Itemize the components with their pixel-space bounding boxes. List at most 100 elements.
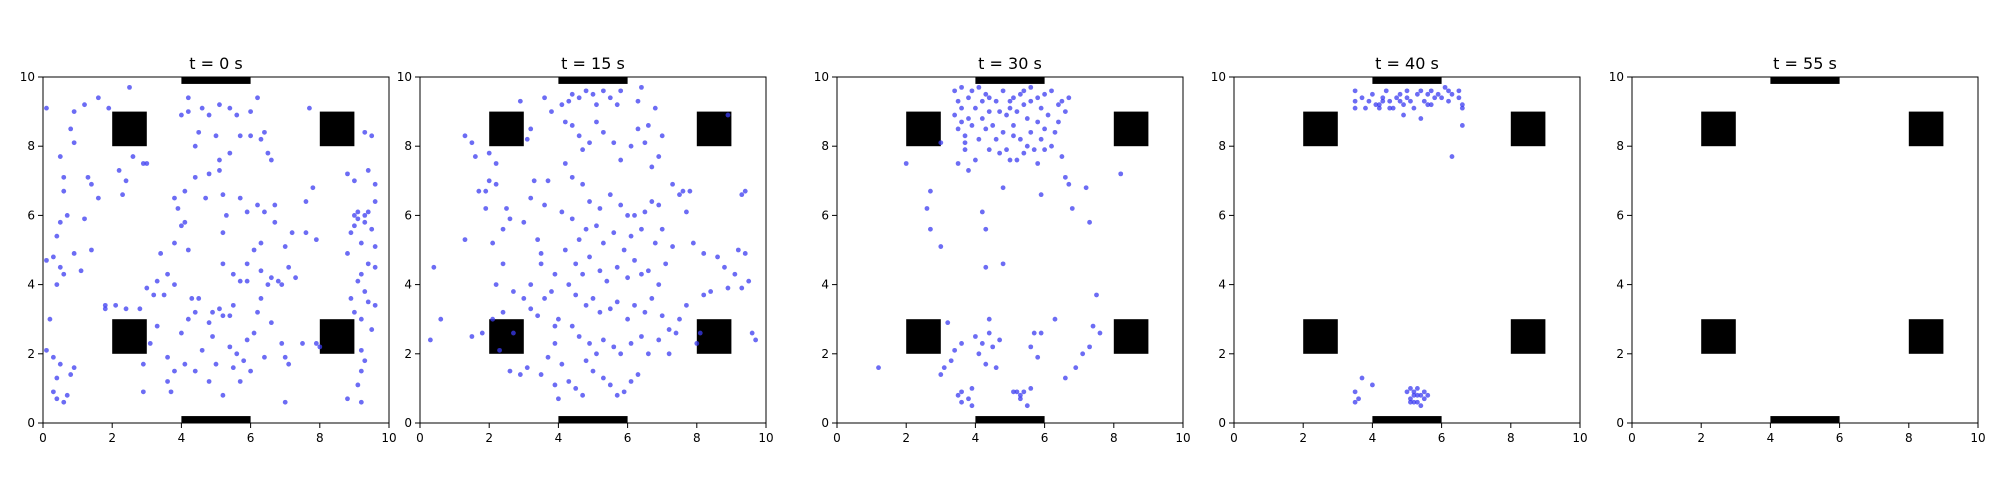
- agent-point: [265, 150, 271, 156]
- agent-point: [1066, 181, 1072, 187]
- axes-frame: [836, 76, 1184, 424]
- agent-point: [472, 154, 478, 159]
- y-tick-label: 6: [404, 208, 412, 222]
- agent-point: [1000, 185, 1006, 191]
- agent-point: [355, 209, 361, 215]
- agent-point: [64, 392, 70, 398]
- y-tick-label: 4: [27, 278, 35, 292]
- agent-point: [1401, 112, 1406, 118]
- exit-0: [1770, 77, 1840, 84]
- agent-point: [708, 289, 714, 294]
- y-tick-label: 2: [1218, 347, 1226, 361]
- agent-point: [632, 257, 637, 263]
- obstacle-3: [1908, 319, 1944, 354]
- agent-point: [504, 206, 509, 211]
- panel-1: 0 2 4 6 8 10 0 2 4 6 8 10 t = 15 s: [397, 54, 774, 445]
- agent-point: [1376, 105, 1382, 111]
- agent-point: [569, 216, 575, 222]
- agent-point: [161, 292, 167, 298]
- agent-point: [670, 244, 675, 249]
- agent-point: [594, 223, 599, 229]
- agent-point: [234, 112, 240, 118]
- agent-point: [1045, 112, 1051, 118]
- agent-point: [976, 84, 982, 90]
- agent-point: [973, 105, 978, 111]
- agent-point: [938, 244, 944, 249]
- agent-point: [625, 316, 630, 322]
- agent-point: [500, 226, 506, 232]
- agent-point: [1004, 112, 1009, 118]
- agent-point: [628, 233, 634, 239]
- agent-point: [1052, 316, 1058, 322]
- agent-point: [345, 251, 350, 256]
- agent-point: [580, 271, 586, 277]
- agent-point: [690, 240, 696, 246]
- agent-point: [952, 88, 958, 94]
- agent-point: [1352, 105, 1358, 111]
- agent-point: [293, 275, 298, 281]
- agent-point: [986, 330, 992, 336]
- agent-point: [44, 105, 49, 111]
- agent-point: [524, 365, 530, 371]
- agent-point: [168, 389, 174, 395]
- x-tick-label: 4: [178, 431, 186, 445]
- x-tick-label: 0: [39, 431, 47, 445]
- agent-point: [486, 150, 492, 156]
- agent-point: [1404, 389, 1410, 395]
- agent-point: [68, 126, 74, 132]
- y-tick-label: 6: [27, 208, 35, 222]
- agent-point: [976, 136, 982, 142]
- agent-point: [182, 219, 188, 225]
- agent-point: [1017, 136, 1023, 142]
- agent-point: [154, 323, 160, 329]
- agent-point: [300, 341, 305, 346]
- agent-point: [1007, 157, 1013, 163]
- agent-point: [1456, 88, 1462, 94]
- agent-point: [521, 296, 527, 301]
- agent-point: [607, 192, 613, 198]
- agent-point: [600, 129, 606, 135]
- agent-point: [645, 351, 651, 357]
- agent-point: [1066, 95, 1072, 101]
- agent-point: [990, 344, 996, 350]
- agent-point: [1038, 136, 1044, 142]
- agent-point: [625, 213, 630, 218]
- agent-point: [1056, 119, 1061, 125]
- panel-title: t = 55 s: [1773, 54, 1837, 73]
- agent-point: [282, 244, 288, 249]
- agent-point: [182, 188, 188, 194]
- agent-point: [642, 309, 648, 315]
- x-tick-label: 2: [1697, 431, 1705, 445]
- agent-point: [628, 143, 634, 149]
- agent-point: [969, 123, 975, 128]
- agent-point: [600, 375, 606, 381]
- agent-point: [137, 306, 143, 312]
- agent-point: [217, 157, 222, 163]
- agent-point: [725, 112, 731, 118]
- exit-1: [558, 416, 628, 423]
- agent-point: [666, 351, 672, 357]
- agent-point: [227, 344, 233, 350]
- agent-point: [1418, 392, 1424, 398]
- y-tick-label: 10: [397, 70, 412, 84]
- y-tick-label: 10: [1609, 70, 1624, 84]
- agent-point: [739, 285, 745, 291]
- exit-0: [181, 77, 251, 84]
- agent-point: [938, 372, 944, 377]
- agent-point: [54, 233, 60, 239]
- agent-point: [362, 358, 368, 364]
- agent-point: [303, 230, 309, 236]
- y-tick-label: 4: [1616, 278, 1624, 292]
- agent-point: [659, 226, 665, 232]
- agent-point: [286, 264, 292, 270]
- panel-title: t = 0 s: [189, 54, 242, 73]
- y-tick-label: 0: [1616, 416, 1624, 430]
- y-tick-label: 2: [1616, 347, 1624, 361]
- obstacle-2: [112, 319, 147, 354]
- agent-point: [192, 309, 198, 315]
- agent-point: [50, 389, 56, 395]
- agent-point: [600, 337, 606, 343]
- x-tick-label: 6: [1836, 431, 1844, 445]
- agent-point: [251, 330, 257, 336]
- agent-point: [358, 347, 364, 353]
